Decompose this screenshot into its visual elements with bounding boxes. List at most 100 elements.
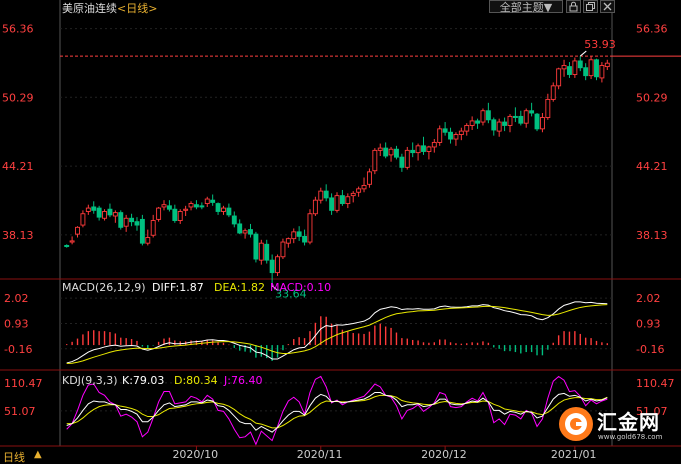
candle-body [604,62,610,68]
candle-body [318,190,324,201]
candle-body [258,242,264,261]
close-button[interactable] [600,0,615,13]
high-annotation-label: 53.93 [584,38,616,51]
candle-body [567,66,572,75]
candle-body [599,65,605,79]
candle-body [183,208,189,211]
kdj-axis-tick-left: 51.07 [4,405,36,418]
candle-body [129,217,135,223]
macd-value: MACD:0.10 [270,281,331,294]
candle-body [329,197,335,211]
instrument-name: 美原油连续 [62,2,117,15]
kdj-j-value: J:76.40 [223,374,262,387]
period-selector[interactable]: <日线> [117,2,158,15]
gold678-logo [556,404,674,444]
candle-body [199,205,205,208]
candle-body [431,141,437,148]
candle-body [302,235,308,243]
candle-body [296,231,302,237]
kdj-axis-tick-right: 110.47 [636,377,675,390]
candle-body [64,244,70,248]
kdj-axis-tick-right: 51.07 [636,405,668,418]
candle-body [339,195,345,205]
high-annotation-pointer [579,50,587,57]
candle-body [556,68,562,87]
candle-body [107,208,113,216]
candle-body [588,59,594,77]
candle-body [134,221,140,226]
kdj-axis-tick-left: 110.47 [4,377,43,390]
restore-button[interactable] [583,0,598,13]
date-axis-label: 2020/12 [421,448,467,461]
candle-body [512,115,518,118]
candle-body [534,113,540,130]
candle-body [139,218,145,244]
candle-body [275,256,280,274]
logo-mark-icon [559,407,593,441]
candle-body [518,115,524,124]
candle-body [502,121,508,126]
price-axis-tick-right: 44.21 [636,160,668,173]
date-axis-label: 2020/10 [172,448,218,461]
candle-body [118,212,124,228]
low-annotation-label: 33.64 [275,288,307,301]
candle-body [285,238,291,244]
chart-title: 美原油连续<日线> [62,0,157,16]
macd-params-label: MACD(26,12,9) [62,281,146,294]
candle-body [442,128,448,133]
candle-body [453,134,459,140]
macd-axis-tick-left: 0.93 [4,317,29,330]
candle-body [394,148,399,158]
macd-dea-line [66,304,608,364]
candle-body [248,229,253,235]
date-axis-label: 2020/11 [297,448,343,461]
candle-body [123,217,129,227]
candle-body [507,115,513,126]
candle-body [323,190,329,199]
logo-brand-text: 汇金网 [597,410,660,434]
candle-body [112,212,118,217]
lock-icon [569,1,578,12]
macd-diff-value: DIFF:1.87 [152,281,204,294]
period-tab[interactable]: 日线 [3,449,25,464]
kdj-d-value: D:80.34 [174,374,218,387]
candle-body [594,59,599,78]
price-axis-tick-left: 50.29 [2,91,34,104]
candle-body [102,211,107,219]
candle-body [545,98,551,118]
date-axis-label: 2021/01 [551,448,597,461]
lock-button[interactable] [566,0,581,13]
candle-body [410,149,416,154]
candle-body [404,149,410,168]
low-annotation-pointer [271,285,279,292]
candle-body [188,203,194,208]
expand-arrow-icon[interactable]: ▲ [34,449,42,460]
price-axis-tick-right: 56.36 [636,23,668,36]
candle-body [550,85,556,100]
theme-dropdown-button[interactable]: 全部主题▼ [489,0,563,14]
candle-body [172,208,178,221]
candle-body [388,148,394,156]
candle-body [85,207,91,212]
candle-body [539,117,545,130]
candle-body [210,199,216,203]
candle-body [469,120,475,126]
candle-body [91,206,97,211]
logo-url-text: www.gold678.com [598,433,663,441]
candle-body [193,204,199,208]
candle-body [480,110,486,123]
candle-body [204,198,210,205]
price-axis-tick-right: 38.13 [636,229,668,242]
macd-axis-tick-left: -0.16 [4,343,32,356]
macd-diff-line [66,301,608,364]
candle-body [215,203,221,212]
restore-icon [586,2,595,11]
candle-body [458,130,464,135]
price-axis-tick-left: 56.36 [2,23,34,36]
candle-body [421,145,426,152]
candle-body [464,125,470,132]
kdj-params-label: KDJ(9,3,3) [62,374,118,387]
candle-body [291,231,297,240]
